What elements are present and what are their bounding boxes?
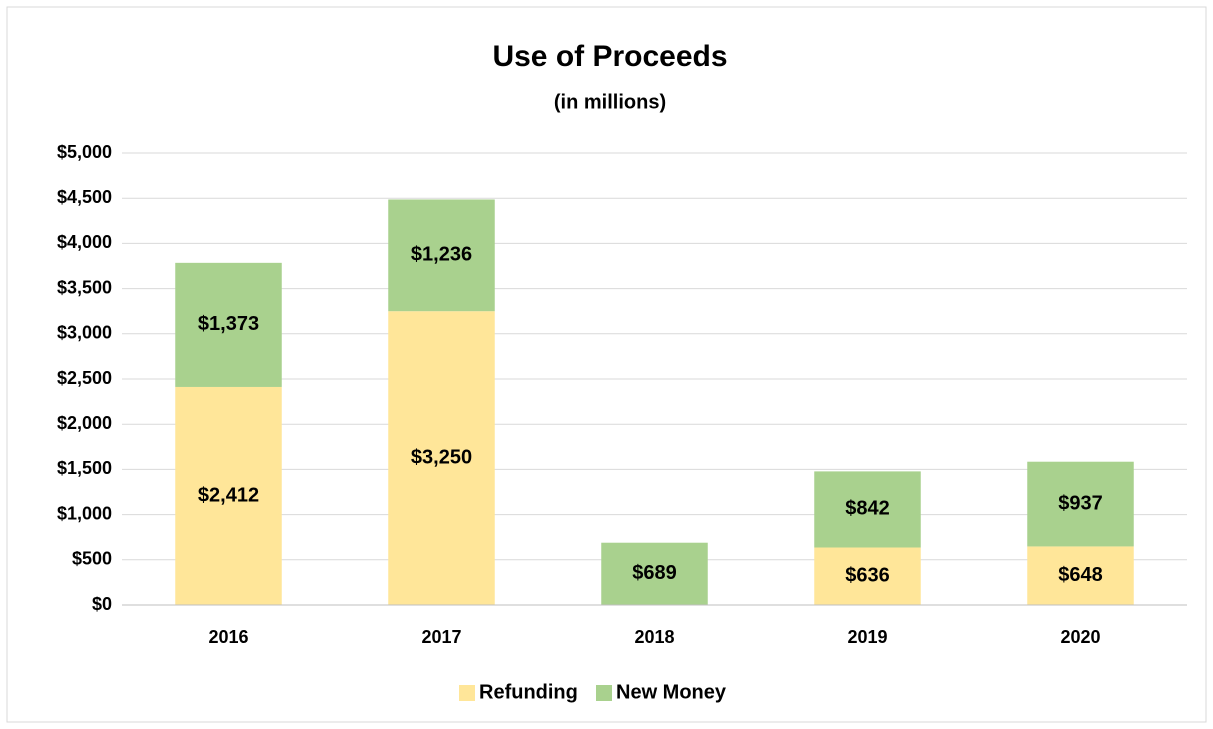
legend-swatch: [596, 685, 612, 701]
x-tick-label: 2017: [421, 627, 461, 647]
legend-label: Refunding: [479, 681, 578, 703]
data-label: $3,250: [411, 446, 472, 468]
data-label: $636: [845, 565, 890, 587]
bar-segment: [175, 386, 282, 605]
data-label: $1,236: [411, 244, 472, 266]
y-tick-label: $1,000: [57, 503, 112, 523]
bar-segment: [175, 262, 282, 387]
data-label: $689: [632, 562, 677, 584]
y-tick-label: $4,000: [57, 232, 112, 252]
data-label: $1,373: [198, 313, 259, 335]
y-tick-label: $2,500: [57, 368, 112, 388]
x-tick-label: 2020: [1060, 627, 1100, 647]
y-tick-label: $3,500: [57, 277, 112, 297]
bar-segment: [814, 471, 921, 548]
bar-segment: [388, 311, 495, 605]
bar-segment: [814, 547, 921, 605]
chart-title: Use of Proceeds: [492, 40, 727, 73]
x-tick-label: 2016: [208, 627, 248, 647]
y-tick-label: $5,000: [57, 142, 112, 162]
x-tick-label: 2019: [847, 627, 887, 647]
x-tick-label: 2018: [634, 627, 674, 647]
data-label: $2,412: [198, 484, 259, 506]
y-tick-label: $0: [92, 594, 112, 614]
y-tick-label: $500: [72, 549, 112, 569]
legend-label: New Money: [616, 681, 727, 703]
bar-segment: [1027, 461, 1134, 547]
bar-segment: [601, 542, 708, 605]
bar-segment: [1027, 546, 1134, 605]
data-label: $842: [845, 498, 890, 520]
legend-swatch: [459, 685, 475, 701]
chart-subtitle: (in millions): [554, 91, 666, 113]
bar-segment: [388, 199, 495, 312]
data-label: $648: [1058, 564, 1103, 586]
y-tick-label: $3,000: [57, 323, 112, 343]
y-tick-label: $4,500: [57, 187, 112, 207]
data-label: $937: [1058, 492, 1103, 514]
y-tick-label: $1,500: [57, 458, 112, 478]
y-tick-label: $2,000: [57, 413, 112, 433]
